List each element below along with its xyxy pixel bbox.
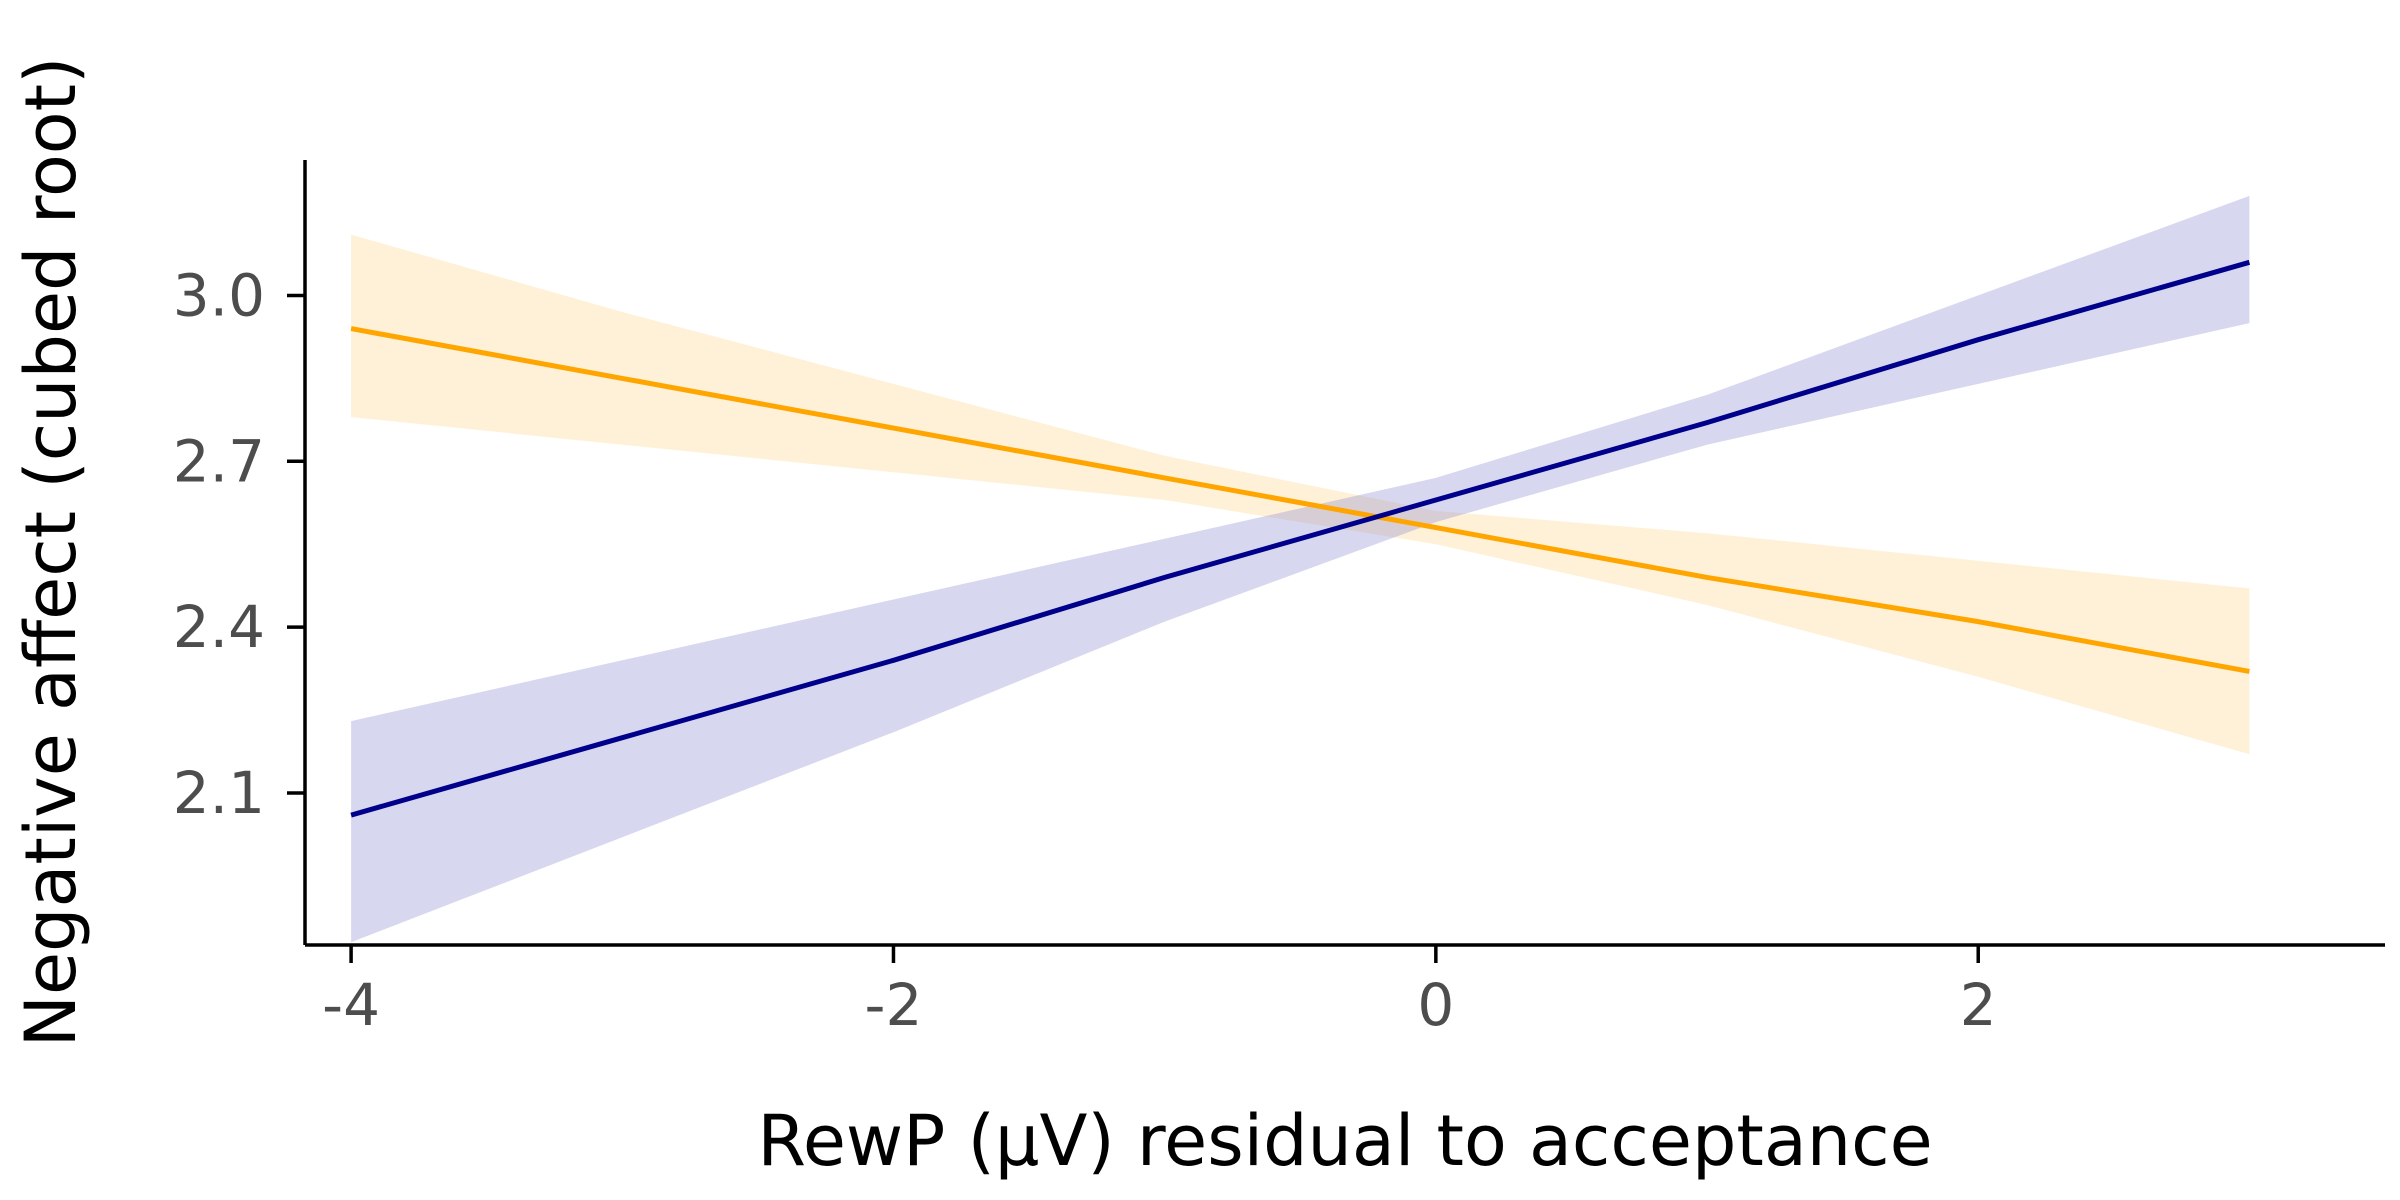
y-axis-title: Negative affect (cubed root) [10, 57, 92, 1048]
series-1-confidence-band [351, 195, 2250, 943]
x-tick-label: -4 [322, 971, 380, 1039]
series-2-confidence-band [351, 234, 2250, 755]
y-tick-label: 2.7 [173, 427, 265, 495]
axes [303, 160, 2385, 947]
series-2-line [350, 326, 2250, 674]
y-tick-label: 3.0 [173, 261, 265, 329]
series-lines [350, 259, 2251, 818]
x-axis-title: RewP (μV) residual to acceptance [757, 1100, 1932, 1182]
y-tick-label: 2.1 [173, 759, 265, 827]
y-ticks: 2.1 2.4 2.7 3.0 [173, 261, 305, 827]
x-tick-label: -2 [865, 971, 923, 1039]
y-tick-label: 2.4 [173, 593, 265, 661]
x-tick-label: 0 [1417, 971, 1454, 1039]
series-1-line [350, 259, 2251, 818]
x-tick-label: 2 [1960, 971, 1997, 1039]
confidence-bands [351, 195, 2250, 943]
x-ticks: -4 -2 0 2 [322, 945, 1997, 1039]
